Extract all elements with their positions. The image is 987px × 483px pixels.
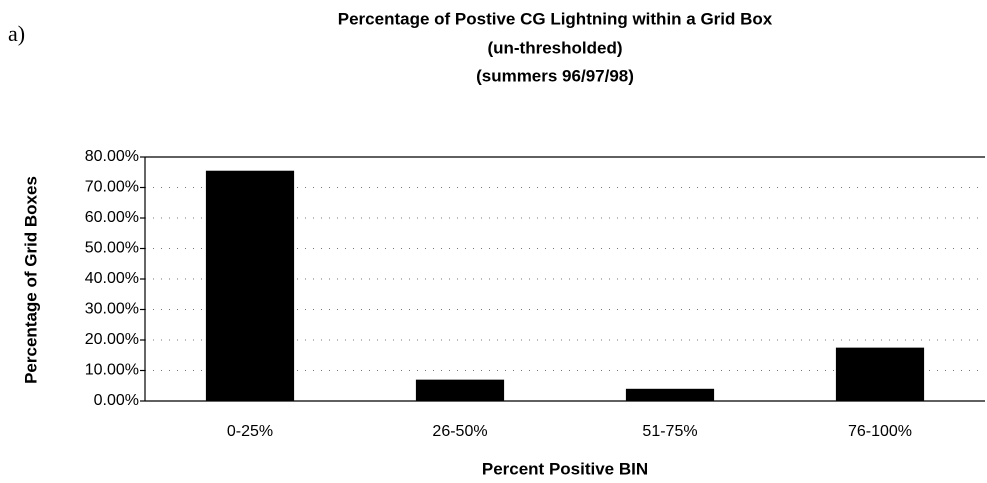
panel-label: a) bbox=[8, 21, 25, 46]
y-tick-label: 70.00% bbox=[85, 179, 139, 196]
bar bbox=[625, 388, 715, 401]
y-tick-label: 60.00% bbox=[85, 209, 139, 226]
bar bbox=[835, 347, 925, 401]
x-tick-label: 26-50% bbox=[432, 423, 487, 440]
y-axis-title: Percentage of Grid Boxes bbox=[21, 176, 40, 384]
chart-subtitle: (summers 96/97/98) bbox=[476, 66, 634, 85]
y-tick-label: 80.00% bbox=[85, 148, 139, 165]
bar bbox=[415, 379, 505, 401]
y-tick-label: 20.00% bbox=[85, 331, 139, 348]
x-tick-label: 51-75% bbox=[642, 423, 697, 440]
x-tick-label: 0-25% bbox=[227, 423, 273, 440]
bar bbox=[205, 170, 295, 401]
x-tick-label: 76-100% bbox=[848, 423, 912, 440]
chart-subtitle: (un-thresholded) bbox=[487, 38, 622, 57]
chart-title: Percentage of Postive CG Lightning withi… bbox=[338, 9, 773, 28]
y-tick-label: 0.00% bbox=[94, 392, 139, 409]
y-tick-label: 40.00% bbox=[85, 270, 139, 287]
y-tick-label: 30.00% bbox=[85, 301, 139, 318]
y-tick-label: 10.00% bbox=[85, 362, 139, 379]
y-tick-label: 50.00% bbox=[85, 240, 139, 257]
x-axis-title: Percent Positive BIN bbox=[482, 459, 648, 478]
